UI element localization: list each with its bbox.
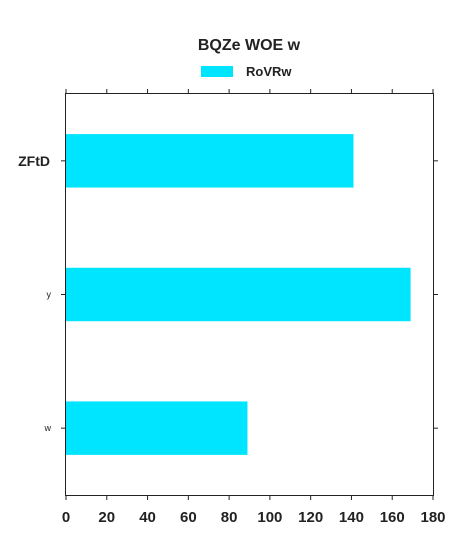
chart-title: BQZe WOE w: [198, 37, 301, 54]
legend: RoVRw: [201, 64, 292, 79]
plot-frame: [65, 93, 434, 496]
x-tick-label: 20: [98, 509, 115, 526]
x-tick-label: 160: [380, 509, 405, 526]
bar-series: [66, 134, 411, 455]
y-tick-label: ZFtD: [18, 153, 50, 169]
x-tick-label: 0: [62, 509, 70, 526]
x-tick-label: 180: [420, 509, 445, 526]
bar-w: [66, 401, 248, 455]
legend-label: RoVRw: [246, 64, 292, 79]
bar-y: [66, 267, 411, 322]
x-tick-label: 60: [180, 509, 197, 526]
x-tick-label: 140: [339, 509, 364, 526]
x-tick-label: 80: [221, 509, 238, 526]
legend-swatch: [201, 66, 233, 77]
x-tick-label: 100: [257, 509, 282, 526]
bar-ZFtD: [66, 134, 354, 188]
y-tick-label: y: [47, 290, 52, 300]
x-axis-ticks: 0 20 40 60 80 100 120 140 160 180: [62, 89, 446, 526]
y-tick-label: w: [44, 423, 52, 433]
x-tick-label: 40: [139, 509, 156, 526]
x-tick-label: 120: [298, 509, 323, 526]
